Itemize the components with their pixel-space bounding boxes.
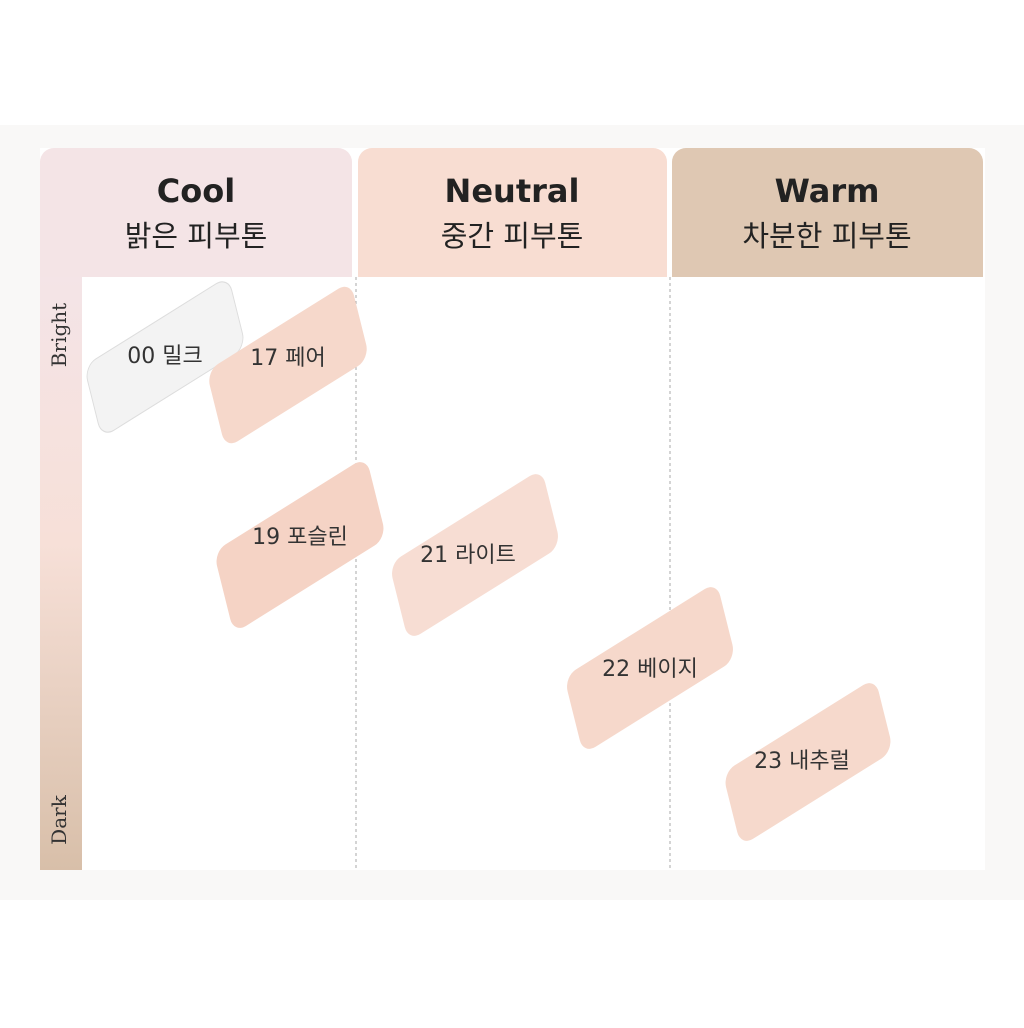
swatch-label: 17 페어: [250, 346, 325, 371]
swatch: [567, 587, 733, 749]
swatch-label: 21 라이트: [420, 543, 516, 568]
swatch-label: 19 포슬린: [252, 525, 348, 550]
column-subtitle: 차분한 피부톤: [742, 219, 911, 253]
swatch: [392, 474, 558, 636]
column-subtitle: 중간 피부톤: [441, 219, 584, 253]
column-subtitle: 밝은 피부톤: [125, 219, 268, 253]
axis-bottom: Dark: [47, 794, 71, 845]
swatches: [86, 281, 891, 841]
axis-top: Bright: [47, 303, 71, 367]
tone-bar: [40, 277, 82, 870]
column-title: Neutral: [445, 172, 580, 210]
swatch: [725, 683, 891, 841]
column-title: Warm: [775, 172, 880, 210]
column-title: Cool: [157, 172, 235, 210]
swatch-label: 00 밀크: [127, 344, 202, 369]
swatch: [209, 286, 367, 444]
swatch-label: 23 내추럴: [754, 749, 850, 774]
warm-header: [672, 148, 983, 277]
neutral-header: [358, 148, 667, 277]
swatch: [216, 462, 384, 628]
swatch-label: 22 베이지: [602, 657, 698, 682]
swatch: [86, 281, 244, 433]
cool-header: [40, 148, 352, 277]
